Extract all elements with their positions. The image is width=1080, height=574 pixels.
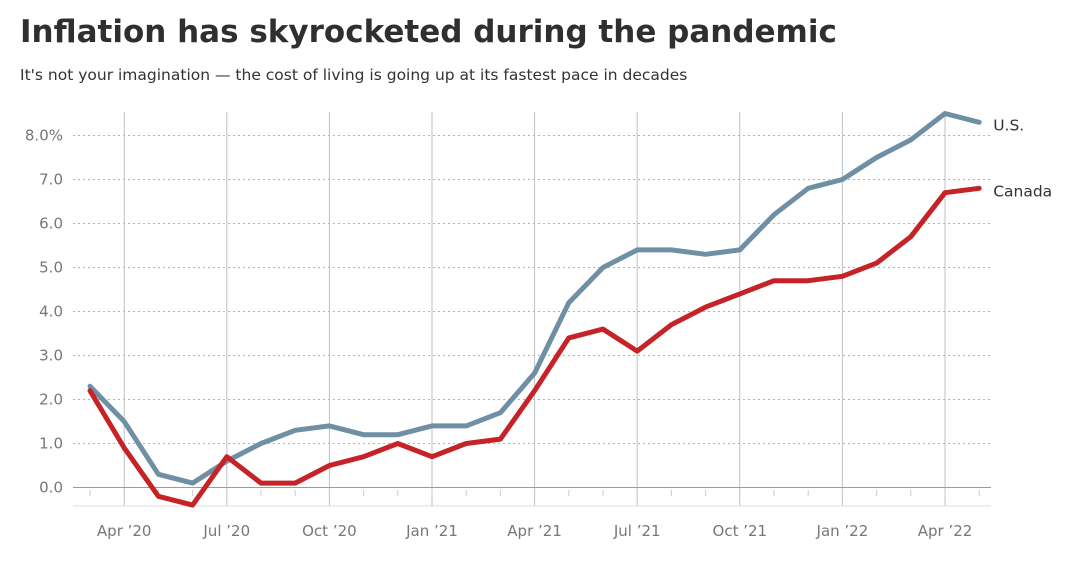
series-line-u-s: [87, 111, 982, 486]
series-label: Canada: [993, 182, 1052, 200]
y-tick-label: 4.0: [39, 303, 63, 321]
x-tick-label: Jan ’21: [405, 522, 458, 540]
y-tick-label: 6.0: [39, 215, 63, 233]
x-tick-label: Apr ’21: [507, 522, 562, 540]
y-tick-label: 5.0: [39, 259, 63, 277]
y-tick-label: 1.0: [39, 435, 63, 453]
x-tick-label: Jul ’21: [613, 522, 661, 540]
chart-subtitle: It's not your imagination — the cost of …: [20, 66, 688, 84]
x-tick-label: Apr ’20: [97, 522, 152, 540]
grid-lines: [73, 112, 991, 490]
chart-title: Inflation has skyrocketed during the pan…: [20, 14, 837, 50]
x-tick-label: Jan ’22: [816, 522, 869, 540]
x-tick-label: Jul ’20: [202, 522, 250, 540]
axes: 0.0 1.0 2.0 3.0 4.0 5.0 6.0 7.0 8.0% Apr ’20 Jul ’…: [25, 127, 991, 540]
x-tick-label: Oct ’21: [713, 522, 768, 540]
y-tick-label: 7.0: [39, 171, 63, 189]
y-tick-label: 3.0: [39, 347, 63, 365]
y-tick-label: 2.0: [39, 391, 63, 409]
x-tick-label: Apr ’22: [918, 522, 973, 540]
y-tick-label: 0.0: [39, 479, 63, 497]
series-lines: [87, 111, 982, 508]
x-tick-label: Oct ’20: [302, 522, 357, 540]
series-labels: U.S. Canada: [993, 116, 1052, 200]
series-label: U.S.: [993, 116, 1024, 134]
series-line-canada: [87, 185, 982, 508]
y-tick-label: 8.0%: [25, 127, 63, 145]
